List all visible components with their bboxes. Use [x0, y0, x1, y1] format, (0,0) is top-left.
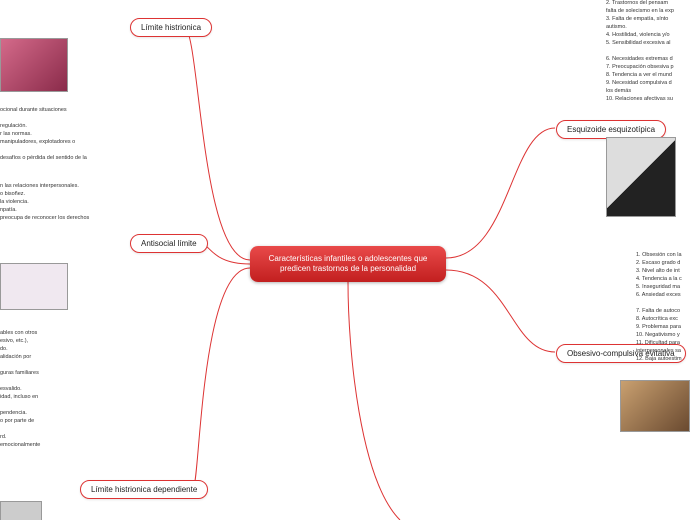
- partial-text: 3. Nivel alto de int: [636, 268, 680, 276]
- partial-text: 7. Falta de autoco: [636, 308, 680, 316]
- branch-label: Límite histrionica dependiente: [91, 485, 197, 494]
- partial-text: n las relaciones interpersonales.: [0, 183, 79, 191]
- image-antisocial: [0, 263, 68, 310]
- partial-text: esivo, etc.),: [0, 338, 28, 346]
- partial-text: idad, incluso en: [0, 394, 38, 402]
- partial-text: regulación.: [0, 123, 27, 131]
- branch-antisocial-limite[interactable]: Antisocial límite: [130, 234, 208, 253]
- branch-label: Antisocial límite: [141, 239, 197, 248]
- partial-text: los demás: [606, 88, 631, 96]
- partial-text: o bisoñez.: [0, 191, 25, 199]
- partial-text: r las normas.: [0, 131, 32, 139]
- partial-text: desafíos o pérdida del sentido de la: [0, 155, 87, 163]
- image-dependiente: [0, 501, 42, 520]
- partial-text: 9. Problemas para: [636, 324, 681, 332]
- partial-text: falta de solecismo en la exp: [606, 8, 674, 16]
- branch-limite-histrionica-dependiente[interactable]: Límite histrionica dependiente: [80, 480, 208, 499]
- partial-text: do.: [0, 346, 8, 354]
- partial-text: 10. Relaciones afectivas su: [606, 96, 673, 104]
- partial-text: 8. Autocrítica exc: [636, 316, 678, 324]
- partial-text: la violencia.: [0, 199, 29, 207]
- partial-text: autismo.: [606, 24, 627, 32]
- partial-text: guras familiares: [0, 370, 39, 378]
- partial-text: 6. Ansiedad exces: [636, 292, 681, 300]
- partial-text: 6. Necesidades extremas d: [606, 56, 673, 64]
- partial-text: 11. Dificultad para: [636, 340, 680, 348]
- partial-text: 2. Trastornos del pensam: [606, 0, 668, 8]
- partial-text: interpersonales sa: [636, 348, 681, 356]
- partial-text: 1. Obsesión con la: [636, 252, 682, 260]
- partial-text: ables con otros: [0, 330, 37, 338]
- partial-text: pendencia.: [0, 410, 27, 418]
- partial-text: 7. Preocupación obsesiva p: [606, 64, 674, 72]
- partial-text: esvalido.: [0, 386, 22, 394]
- partial-text: o por parte de: [0, 418, 34, 426]
- partial-text: alidación por: [0, 354, 31, 362]
- partial-text: 8. Tendencia a ver el mund: [606, 72, 672, 80]
- partial-text: 12. Baja autoestim: [636, 356, 682, 364]
- partial-text: 4. Tendencia a la c: [636, 276, 682, 284]
- root-node[interactable]: Características infantiles o adolescente…: [250, 246, 446, 282]
- partial-text: ocional durante situaciones: [0, 107, 67, 115]
- image-histrionica: [0, 38, 68, 92]
- partial-text: 9. Necesidad compulsiva d: [606, 80, 672, 88]
- image-esquizoide: [606, 137, 676, 217]
- partial-text: emocionalmente: [0, 442, 40, 450]
- partial-text: 4. Hostilidad, violencia y/o: [606, 32, 670, 40]
- partial-text: 3. Falta de empatía, sínto: [606, 16, 668, 24]
- branch-label: Esquizoide esquizotípica: [567, 125, 655, 134]
- image-obsesivo: [620, 380, 690, 432]
- partial-text: 5. Inseguridad ma: [636, 284, 680, 292]
- partial-text: manipuladores, explotadores o: [0, 139, 75, 147]
- partial-text: npatía.: [0, 207, 17, 215]
- branch-limite-histrionica[interactable]: Límite histrionica: [130, 18, 212, 37]
- partial-text: 2. Escaso grado d: [636, 260, 680, 268]
- partial-text: 10. Negativismo y: [636, 332, 680, 340]
- partial-text: preocupa de reconocer los derechos: [0, 215, 89, 223]
- branch-label: Límite histrionica: [141, 23, 201, 32]
- root-title: Características infantiles o adolescente…: [256, 254, 440, 275]
- partial-text: rd.: [0, 434, 6, 442]
- partial-text: 5. Sensibilidad excesiva al: [606, 40, 671, 48]
